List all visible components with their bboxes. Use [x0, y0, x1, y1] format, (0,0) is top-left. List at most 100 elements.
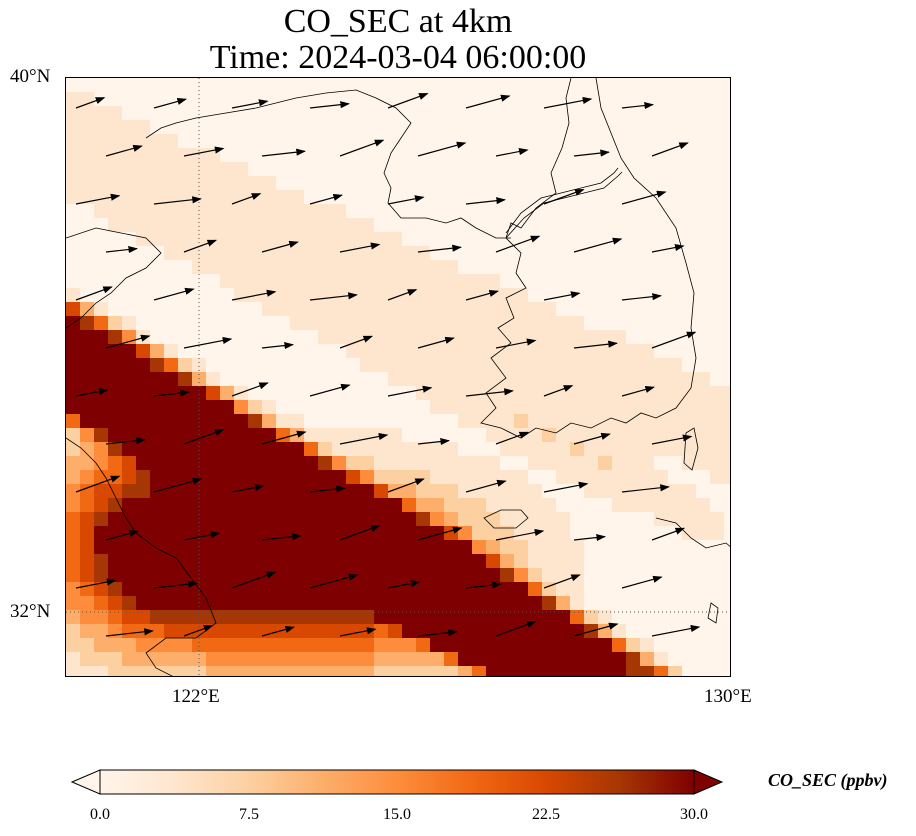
- field-cell: [542, 316, 557, 331]
- field-cell: [444, 260, 459, 275]
- field-cell: [234, 302, 249, 317]
- field-cell: [150, 358, 165, 373]
- field-cell: [360, 246, 375, 261]
- field-cell: [584, 428, 599, 443]
- field-cell: [178, 652, 193, 667]
- field-cell: [556, 246, 571, 261]
- field-cell: [318, 386, 333, 401]
- field-cell: [318, 330, 333, 345]
- field-cell: [696, 498, 711, 513]
- field-cell: [542, 554, 557, 569]
- field-cell: [710, 414, 725, 429]
- field-cell: [80, 568, 95, 583]
- field-cell: [430, 484, 445, 499]
- field-cell: [192, 512, 207, 527]
- field-cell: [626, 568, 641, 583]
- wind-arrow: [573, 340, 618, 349]
- field-cell: [724, 666, 730, 676]
- field-cell: [346, 162, 361, 177]
- wind-arrow: [387, 385, 433, 397]
- field-cell: [640, 456, 655, 471]
- field-cell: [94, 554, 109, 569]
- field-cell: [654, 652, 669, 667]
- field-cell: [220, 148, 235, 163]
- field-cell: [430, 386, 445, 401]
- field-cell: [402, 302, 417, 317]
- field-cell: [66, 456, 81, 471]
- field-cell: [108, 638, 123, 653]
- field-cell: [696, 638, 711, 653]
- field-cell: [276, 610, 291, 625]
- field-cell: [346, 372, 361, 387]
- wind-arrow: [153, 477, 203, 493]
- field-cell: [444, 638, 459, 653]
- field-cell: [668, 92, 683, 107]
- field-cell: [416, 414, 431, 429]
- field-cell: [402, 246, 417, 261]
- field-cell: [80, 512, 95, 527]
- field-cell: [416, 540, 431, 555]
- field-cell: [290, 232, 305, 247]
- field-cell: [668, 120, 683, 135]
- field-cell: [276, 442, 291, 457]
- field-cell: [192, 176, 207, 191]
- field-cell: [360, 260, 375, 275]
- field-cell: [276, 470, 291, 485]
- field-cell: [164, 610, 179, 625]
- field-cell: [262, 624, 277, 639]
- field-cell: [430, 274, 445, 289]
- field-cell: [696, 330, 711, 345]
- field-cell: [416, 274, 431, 289]
- field-cell: [626, 204, 641, 219]
- field-cell: [654, 470, 669, 485]
- field-cell: [346, 582, 361, 597]
- field-cell: [220, 414, 235, 429]
- field-cell: [626, 120, 641, 135]
- field-cell: [416, 372, 431, 387]
- field-cell: [206, 582, 221, 597]
- field-cell: [304, 176, 319, 191]
- field-cell: [94, 148, 109, 163]
- field-cell: [332, 582, 347, 597]
- field-cell: [276, 148, 291, 163]
- field-cell: [584, 246, 599, 261]
- field-cell: [612, 274, 627, 289]
- field-cell: [388, 428, 403, 443]
- field-cell: [500, 624, 515, 639]
- field-cell: [612, 302, 627, 317]
- field-cell: [612, 204, 627, 219]
- field-cell: [150, 540, 165, 555]
- field-cell: [248, 232, 263, 247]
- field-cell: [640, 344, 655, 359]
- field-cell: [122, 358, 137, 373]
- field-cell: [486, 568, 501, 583]
- field-cell: [66, 218, 81, 233]
- field-cell: [206, 330, 221, 345]
- field-cell: [584, 386, 599, 401]
- field-cell: [332, 274, 347, 289]
- wind-arrow: [651, 142, 689, 157]
- field-cell: [346, 232, 361, 247]
- wind-arrow: [309, 292, 358, 301]
- field-cell: [570, 162, 585, 177]
- field-cell: [486, 442, 501, 457]
- field-cell: [710, 582, 725, 597]
- field-cell: [500, 92, 515, 107]
- field-cell: [276, 638, 291, 653]
- field-cell: [248, 246, 263, 261]
- field-cell: [150, 386, 165, 401]
- field-cell: [402, 372, 417, 387]
- field-cell: [654, 554, 669, 569]
- field-cell: [388, 246, 403, 261]
- field-cell: [290, 218, 305, 233]
- field-cell: [122, 596, 137, 611]
- field-cell: [472, 610, 487, 625]
- field-cell: [80, 456, 95, 471]
- field-cell: [402, 232, 417, 247]
- field-cell: [472, 400, 487, 415]
- field-cell: [276, 512, 291, 527]
- wind-arrow: [465, 94, 511, 109]
- field-cell: [612, 554, 627, 569]
- field-cell: [416, 260, 431, 275]
- field-cell: [598, 274, 613, 289]
